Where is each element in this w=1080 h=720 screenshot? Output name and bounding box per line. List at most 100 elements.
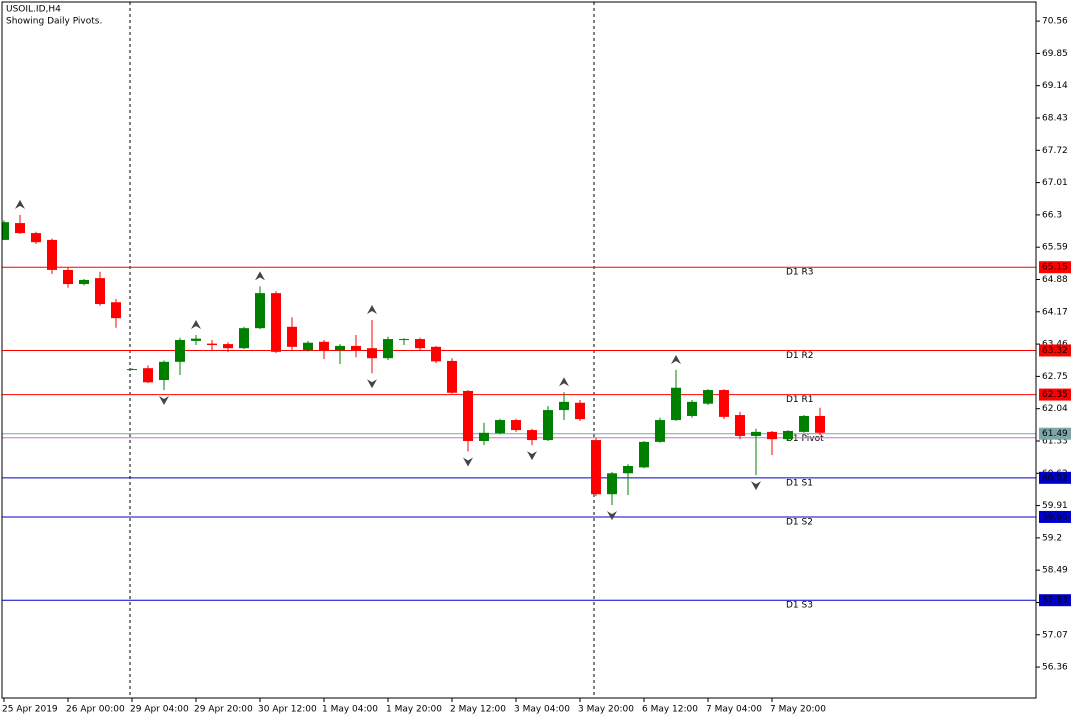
candle-body [543, 410, 553, 441]
fractal-up [15, 199, 25, 209]
fractal-down [751, 481, 761, 491]
price-box-label: 57.83 [1042, 596, 1068, 606]
x-tick-label: 3 May 20:00 [578, 705, 634, 715]
y-tick-label: 66.3 [1042, 210, 1062, 220]
x-tick-label: 6 May 12:00 [642, 705, 698, 715]
candle-body [271, 293, 281, 352]
candle-body [575, 402, 585, 420]
price-box-label: 61.49 [1042, 429, 1068, 439]
chart-title: USOIL.ID,H4 [6, 5, 61, 15]
price-box [1039, 344, 1071, 357]
candle-body [431, 346, 441, 362]
pivot-label: D1 R2 [786, 351, 814, 361]
price-box-label: 59.66 [1042, 512, 1068, 522]
x-tick-label: 7 May 04:00 [706, 705, 762, 715]
y-tick-label: 67.72 [1042, 146, 1068, 156]
y-tick-label: 64.88 [1042, 275, 1068, 285]
candle-body [191, 338, 201, 341]
candle-body [671, 387, 681, 421]
y-tick-label: 58.49 [1042, 566, 1068, 576]
candle-body [383, 339, 393, 359]
candle-body [143, 368, 153, 383]
candle-body [47, 239, 57, 270]
price-box-label: 63.32 [1042, 346, 1068, 356]
candle-body [335, 345, 345, 350]
candle-body [639, 441, 649, 468]
fractal-down [463, 457, 473, 467]
pivot-label: D1 R3 [786, 268, 814, 278]
fractal-up [255, 271, 265, 281]
y-tick-label: 68.43 [1042, 114, 1068, 124]
fractal-down [607, 511, 617, 521]
candle-body [527, 430, 537, 441]
x-tick-label: 2 May 12:00 [450, 705, 506, 715]
candle-body [95, 278, 105, 305]
candle-body [479, 432, 489, 441]
y-tick-label: 59.2 [1042, 533, 1062, 543]
x-tick-label: 1 May 04:00 [322, 705, 378, 715]
pivot-label: D1 S3 [786, 601, 813, 611]
candle-body [287, 326, 297, 347]
y-tick-label: 67.01 [1042, 178, 1068, 188]
fractal-up [367, 304, 377, 314]
candle-body [655, 420, 665, 442]
candle-body [463, 390, 473, 441]
candle-body [415, 339, 425, 349]
fractal-up [671, 355, 681, 365]
candle-body [63, 269, 73, 285]
plot-frame [1, 1, 1037, 699]
candle-body [15, 223, 25, 234]
candle-body [815, 415, 825, 433]
candle-body [495, 420, 505, 434]
y-tick-label: 62.04 [1042, 404, 1068, 414]
fractal-down [159, 396, 169, 406]
y-tick-label: 65.59 [1042, 243, 1068, 253]
y-tick-label: 61.33 [1042, 436, 1068, 446]
candle-body [303, 342, 313, 350]
x-tick-label: 3 May 04:00 [514, 705, 570, 715]
candle-body [399, 339, 409, 341]
candle-body [447, 360, 457, 393]
price-box-label: 60.52 [1042, 473, 1068, 483]
y-tick-label: 59.91 [1042, 501, 1068, 511]
y-tick-label: 62.75 [1042, 372, 1068, 382]
price-box [1039, 261, 1071, 274]
candle-body [207, 343, 217, 345]
candle-body [223, 344, 233, 349]
y-tick-label: 69.14 [1042, 81, 1068, 91]
y-tick-label: 69.85 [1042, 49, 1068, 59]
candle-body [591, 440, 601, 495]
candle-body [687, 401, 697, 416]
x-tick-label: 26 Apr 00:00 [66, 705, 125, 715]
price-box-label: 62.35 [1042, 390, 1068, 400]
pivot-label: D1 S2 [786, 517, 813, 527]
candle-body [559, 401, 569, 411]
candle-body [79, 279, 89, 285]
candle-body [239, 328, 249, 349]
x-tick-label: 30 Apr 12:00 [258, 705, 317, 715]
candle-body [783, 430, 793, 440]
y-tick-label: 64.17 [1042, 307, 1068, 317]
pivot-label: D1 S1 [786, 478, 813, 488]
candle-body [319, 341, 329, 351]
candle-body [127, 369, 137, 371]
x-tick-label: 29 Apr 20:00 [194, 705, 253, 715]
candle-body [367, 348, 377, 359]
y-tick-label: 70.56 [1042, 17, 1068, 27]
price-box [1039, 594, 1071, 607]
x-tick-label: 7 May 20:00 [770, 705, 826, 715]
price-box-label: 65.15 [1042, 263, 1068, 273]
fractal-down [367, 379, 377, 389]
x-tick-label: 1 May 20:00 [386, 705, 442, 715]
candle-body [719, 390, 729, 417]
chart-subtitle: Showing Daily Pivots. [6, 17, 102, 27]
fractal-up [191, 319, 201, 329]
x-tick-label: 25 Apr 2019 [2, 705, 58, 715]
candle-body [735, 415, 745, 436]
y-tick-label: 56.36 [1042, 663, 1068, 673]
pivot-label: D1 R1 [786, 395, 814, 405]
price-box [1039, 388, 1071, 401]
